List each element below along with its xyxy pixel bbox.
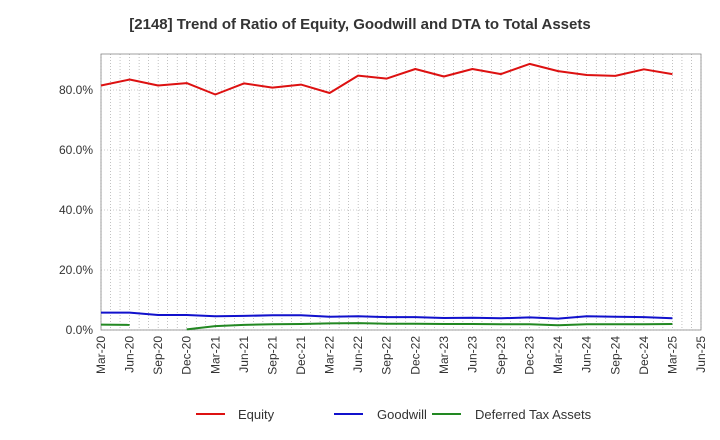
plot-frame (100, 53, 702, 331)
x-tick-label: Jun-21 (237, 336, 251, 373)
x-tick-label-group: Dec-20 (180, 336, 194, 375)
x-tick-label: Sep-20 (151, 336, 165, 375)
x-tick-label: Sep-22 (380, 336, 394, 375)
x-tick-label-group: Sep-23 (494, 336, 508, 375)
y-tick-label: 40.0% (59, 203, 93, 217)
series-line-goodwill (101, 311, 673, 320)
axis-layer: 0.0% 20.0% 40.0% 60.0% 80.0% Mar-20 Jun-20 Sep-… (59, 53, 708, 375)
x-tick-label-group: Jun-25 (694, 336, 708, 373)
x-tick-label-group: Mar-22 (323, 336, 337, 374)
x-tick-label-group: Mar-21 (208, 336, 222, 374)
x-tick-label-group: Jun-21 (237, 336, 251, 373)
y-tick-label: 0.0% (66, 323, 94, 337)
x-tick-label-group: Dec-21 (294, 336, 308, 375)
x-tick-label: Mar-25 (665, 336, 679, 374)
x-tick-label: Jun-25 (694, 336, 708, 373)
legend: Equity Goodwill Deferred Tax Assets (196, 407, 592, 422)
x-tick-label-group: Dec-23 (523, 336, 537, 375)
y-tick-label: 20.0% (59, 263, 93, 277)
x-tick-label: Mar-22 (323, 336, 337, 374)
legend-label-deferred-tax-assets: Deferred Tax Assets (475, 407, 592, 422)
x-tick-label: Dec-24 (637, 336, 651, 375)
series-line-equity (100, 62, 673, 96)
legend-label-goodwill: Goodwill (377, 407, 427, 422)
series-layer (100, 62, 673, 331)
y-tick-label: 60.0% (59, 143, 93, 157)
legend-label-equity: Equity (238, 407, 275, 422)
x-tick-label-group: Mar-25 (665, 336, 679, 374)
x-tick-label: Mar-21 (208, 336, 222, 374)
x-tick-label: Jun-22 (351, 336, 365, 373)
x-tick-label: Dec-21 (294, 336, 308, 375)
series-line-deferred-tax-assets (186, 322, 673, 331)
x-tick-label: Dec-20 (180, 336, 194, 375)
x-tick-label: Mar-24 (551, 336, 565, 374)
x-tick-label: Sep-24 (608, 336, 622, 375)
x-tick-label-group: Jun-20 (123, 336, 137, 373)
chart-title: [2148] Trend of Ratio of Equity, Goodwil… (129, 16, 591, 33)
x-tick-label-group: Jun-22 (351, 336, 365, 373)
x-tick-label-group: Jun-23 (465, 336, 479, 373)
x-tick-label: Jun-24 (580, 336, 594, 373)
x-tick-label-group: Dec-22 (408, 336, 422, 375)
x-tick-label-group: Dec-24 (637, 336, 651, 375)
x-tick-label-group: Jun-24 (580, 336, 594, 373)
grid-layer (100, 54, 702, 331)
x-tick-label: Mar-23 (437, 336, 451, 374)
x-tick-label: Mar-20 (94, 336, 108, 374)
x-tick-label: Jun-20 (123, 336, 137, 373)
x-tick-label: Sep-21 (265, 336, 279, 375)
x-tick-label: Dec-22 (408, 336, 422, 375)
x-tick-label-group: Mar-20 (94, 336, 108, 374)
x-tick-label: Jun-23 (465, 336, 479, 373)
x-tick-label-group: Sep-20 (151, 336, 165, 375)
x-tick-label: Dec-23 (523, 336, 537, 375)
x-tick-label: Sep-23 (494, 336, 508, 375)
x-tick-label-group: Mar-24 (551, 336, 565, 374)
x-tick-label-group: Sep-21 (265, 336, 279, 375)
y-tick-label: 80.0% (59, 83, 93, 97)
x-tick-label-group: Sep-22 (380, 336, 394, 375)
x-tick-label-group: Mar-23 (437, 336, 451, 374)
x-tick-label-group: Sep-24 (608, 336, 622, 375)
